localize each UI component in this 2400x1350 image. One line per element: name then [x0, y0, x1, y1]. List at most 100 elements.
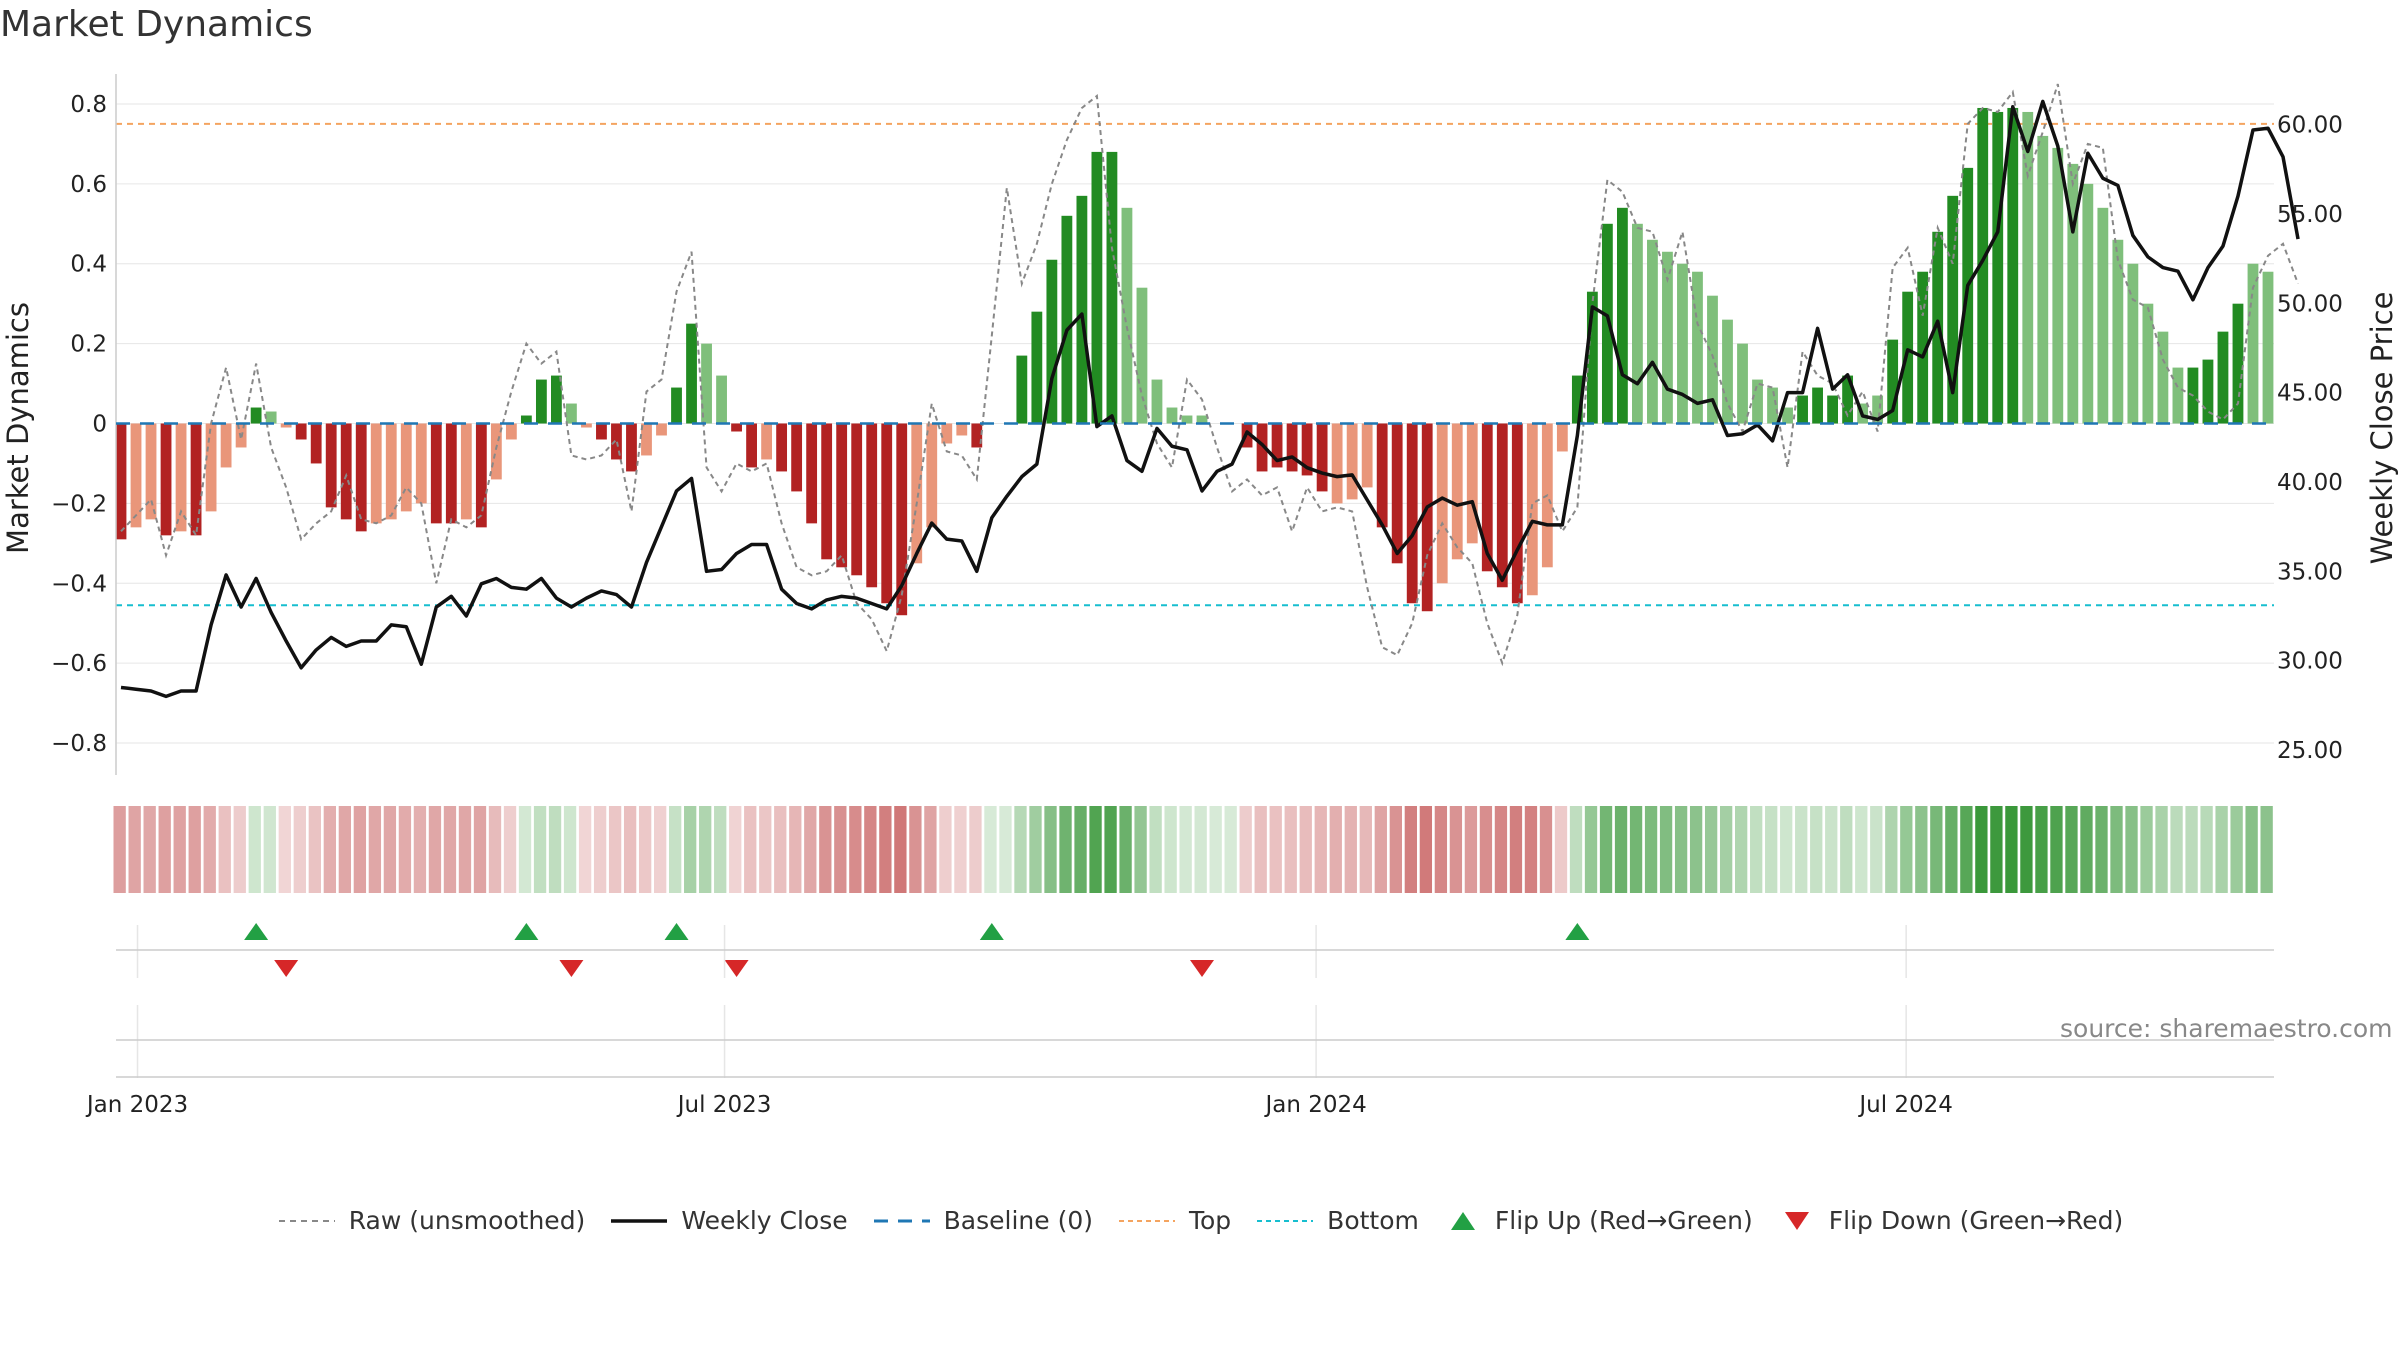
- bar: [1271, 423, 1283, 468]
- bar: [2142, 303, 2154, 424]
- bar: [1662, 251, 1673, 424]
- strip-cell: [2260, 806, 2273, 893]
- strip-cell: [1359, 806, 1372, 893]
- y-tick-label: 0.2: [70, 332, 107, 358]
- y2-tick-label: 40.00: [2277, 470, 2343, 496]
- strip-cell: [1629, 806, 1643, 893]
- strip-cell: [2050, 806, 2063, 893]
- bar: [370, 423, 382, 524]
- bar: [1076, 195, 1088, 424]
- bar: [896, 423, 908, 616]
- strip-cell: [1119, 806, 1132, 893]
- bar: [941, 423, 953, 444]
- strip-cell: [1674, 806, 1688, 893]
- strip-cell: [2005, 806, 2018, 893]
- bar: [490, 423, 502, 480]
- strip-cell: [1104, 806, 1117, 893]
- y2-tick-label: 50.00: [2277, 291, 2343, 317]
- strip-cell: [1449, 806, 1463, 893]
- y2-tick-label: 25.00: [2277, 738, 2343, 764]
- bar: [1301, 423, 1313, 476]
- bar: [1722, 319, 1733, 424]
- strip-cell: [1795, 806, 1808, 893]
- strip-cell: [1614, 806, 1628, 893]
- strip-cell: [2215, 806, 2228, 893]
- bar: [866, 423, 878, 588]
- strip-cell: [1224, 806, 1237, 893]
- bar: [2052, 147, 2064, 424]
- legend: Raw (unsmoothed) Weekly Close Baseline (…: [0, 1206, 2400, 1235]
- bar: [1707, 295, 1718, 424]
- bar: [716, 375, 727, 424]
- strip-cell: [278, 806, 291, 893]
- bar: [2247, 263, 2259, 424]
- strip-cell: [428, 806, 442, 893]
- bar: [535, 379, 547, 424]
- x-tick-label: Jul 2024: [1857, 1092, 1953, 1118]
- strip-cell: [1419, 806, 1433, 893]
- bar: [746, 423, 757, 468]
- bar: [1031, 311, 1043, 424]
- strip-cell: [1885, 806, 1898, 893]
- bar: [1256, 423, 1268, 472]
- bar: [1436, 423, 1448, 584]
- bar: [1812, 387, 1823, 424]
- bar: [445, 423, 457, 524]
- strip-cell: [1029, 806, 1042, 893]
- strip-cell: [2155, 806, 2168, 893]
- strip-cell: [2020, 806, 2033, 893]
- bar: [1992, 111, 2004, 424]
- strip-cell: [1179, 806, 1192, 893]
- bar: [2022, 111, 2034, 424]
- strip-cell: [488, 806, 502, 893]
- bar: [145, 423, 157, 520]
- legend-item-bottom: Bottom: [1255, 1206, 1419, 1235]
- bar: [385, 423, 397, 520]
- bar: [1106, 151, 1118, 424]
- bar: [1181, 415, 1193, 424]
- strip-cell: [293, 806, 306, 893]
- strip-cell: [593, 806, 607, 893]
- strip-cell: [398, 806, 412, 893]
- flip-markers: [244, 923, 1590, 977]
- bar: [1466, 423, 1478, 544]
- flip-down-marker: [724, 960, 749, 977]
- strip-cell: [714, 806, 727, 893]
- strip-cell: [308, 806, 321, 893]
- axes: 0.8 0.6 0.4 0.2 0 −0.2 −0.4 −0.6 −0.8 60.00 55.00 5…: [51, 74, 2343, 775]
- bar: [295, 423, 307, 440]
- strip-cell: [2200, 806, 2213, 893]
- strip-cell: [1344, 806, 1357, 893]
- strip-cell: [338, 806, 352, 893]
- bar: [821, 423, 833, 560]
- bar: [1091, 151, 1103, 424]
- bar: [2067, 163, 2079, 424]
- strip-cell: [1284, 806, 1297, 893]
- strip-cell: [759, 806, 772, 893]
- bar: [881, 423, 893, 604]
- strip-cell: [608, 806, 622, 893]
- bar: [1767, 387, 1778, 424]
- y-tick-label: 0.6: [70, 172, 107, 198]
- strip-cell: [1014, 806, 1027, 893]
- strip-cell: [804, 806, 817, 893]
- bar: [1481, 423, 1493, 572]
- flip-up-marker: [664, 923, 689, 940]
- strip-cell: [218, 806, 231, 893]
- bar: [1586, 291, 1598, 424]
- chart-title: Market Dynamics: [0, 4, 313, 45]
- flip-down-marker: [1190, 960, 1215, 977]
- strip-cell: [1479, 806, 1493, 893]
- strip-cell: [443, 806, 457, 893]
- bar: [1376, 423, 1388, 528]
- strip-cell: [188, 806, 201, 893]
- strip-cell: [323, 806, 337, 893]
- strip-cell: [2185, 806, 2198, 893]
- bar: [520, 415, 532, 424]
- legend-label-raw: Raw (unsmoothed): [348, 1206, 586, 1235]
- bar: [400, 423, 412, 512]
- strip-cell: [1089, 806, 1102, 893]
- strip-cell: [1584, 806, 1598, 893]
- y-tick-label: −0.8: [51, 731, 107, 757]
